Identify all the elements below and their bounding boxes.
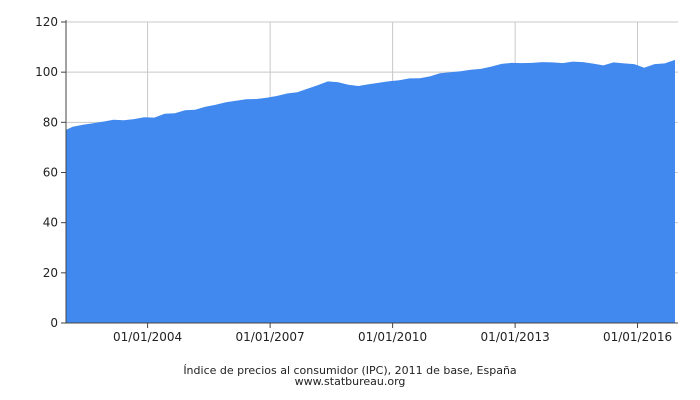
chart-title: Índice de precios al consumidor (IPC), 2… [183, 364, 517, 377]
x-axis-ticks: 01/01/2004 01/01/2007 01/01/2010 01/01/2013… [113, 323, 672, 344]
x-tick-label: 01/01/2010 [358, 330, 427, 344]
y-tick-label: 20 [43, 266, 58, 280]
y-tick-label: 60 [43, 166, 58, 180]
x-tick-label: 01/01/2004 [113, 330, 182, 344]
y-tick-label: 100 [35, 65, 58, 79]
area-series [66, 59, 675, 324]
y-tick-label: 80 [43, 115, 58, 129]
x-tick-label: 01/01/2007 [236, 330, 305, 344]
y-tick-label: 0 [50, 316, 58, 330]
y-axis-ticks: 0 20 40 60 80 100 120 [35, 15, 66, 330]
chart-source: www.statbureau.org [294, 375, 406, 388]
x-tick-label: 01/01/2013 [481, 330, 550, 344]
y-tick-label: 40 [43, 216, 58, 230]
y-tick-label: 120 [35, 15, 58, 29]
x-tick-label: 01/01/2016 [603, 330, 672, 344]
